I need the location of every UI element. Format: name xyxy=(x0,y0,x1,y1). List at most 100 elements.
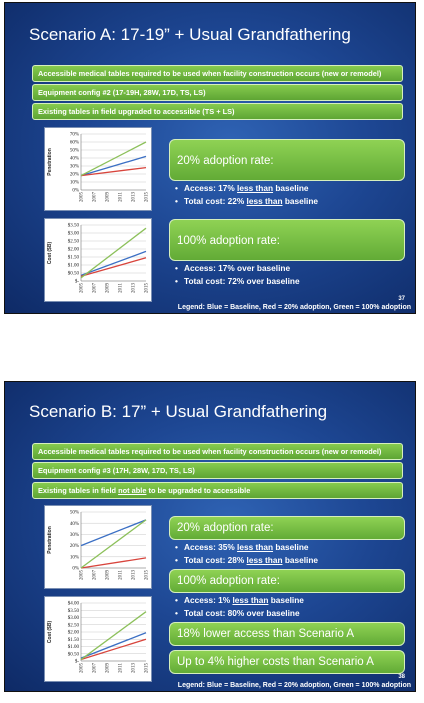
x-tick-label: 2005 xyxy=(80,570,85,581)
adoption-20-line xyxy=(80,638,147,661)
penetration-chart-svg: 0% 10% 20% 30% 40% 50% 60% 70% 2005 2007 2009 2011 2… xyxy=(47,133,150,203)
x-tick-label: 2009 xyxy=(106,283,111,294)
x-tick-label: 2011 xyxy=(119,663,124,673)
y-tick-label: $0.50 xyxy=(68,652,80,657)
x-tick-label: 2009 xyxy=(106,192,111,203)
y-tick-label: $0.50 xyxy=(68,272,80,277)
adoption-20-header: 20% adoption rate: xyxy=(169,516,405,540)
y-tick-label: 60% xyxy=(70,141,79,146)
y-tick-label: $2.50 xyxy=(68,240,80,245)
y-tick-label: $2.00 xyxy=(68,631,80,636)
cost-chart-svg: $- $0.50 $1.00 $1.50 $2.00 $2.50 $3.00 $3.50 200… xyxy=(47,224,150,294)
y-tick-label: $1.50 xyxy=(68,256,80,261)
y-tick-label: 30% xyxy=(70,533,79,538)
access-bullet: • Access: 1% less than baseline xyxy=(175,595,304,605)
x-tick-label: 2013 xyxy=(132,663,137,674)
slide-scenario-b: Scenario B: 17” + Usual Grandfathering A… xyxy=(4,381,416,692)
x-tick-label: 2013 xyxy=(132,570,137,581)
y-tick-label: $- xyxy=(75,280,80,285)
y-tick-label: $1.50 xyxy=(68,638,80,643)
adoption-100-header: 100% adoption rate: xyxy=(169,569,405,593)
y-tick-label: $2.50 xyxy=(68,623,80,628)
penetration-chart-svg: 0% 10% 20% 30% 40% 50% 2005 2007 2009 2011 2013 201… xyxy=(47,511,150,581)
adoption-20-bullets: • Access: 17% less than baseline • Total c… xyxy=(175,182,318,208)
x-tick-label: 2013 xyxy=(132,192,137,203)
equipment-config-bar: Equipment config #3 (17H, 28W, 17D, TS, … xyxy=(32,462,403,479)
y-tick-label: 0% xyxy=(72,567,79,572)
y-tick-label: $1.00 xyxy=(68,264,80,269)
baseline-line xyxy=(80,519,147,547)
y-tick-label: $3.00 xyxy=(68,232,80,237)
adoption-100-line xyxy=(80,227,147,279)
page-number: 38 xyxy=(398,674,405,680)
adoption-100-line xyxy=(80,141,147,177)
y-tick-label: 20% xyxy=(70,544,79,549)
y-tick-label: 50% xyxy=(70,149,79,154)
y-tick-label: $3.50 xyxy=(68,224,80,229)
y-axis-label: Cost ($B) xyxy=(47,621,53,644)
existing-tables-bar: Existing tables in field upgraded to acc… xyxy=(32,103,403,120)
penetration-chart: 0% 10% 20% 30% 40% 50% 2005 2007 2009 2011 2013 201… xyxy=(44,505,152,589)
access-bullet: • Access: 35% less than baseline xyxy=(175,542,309,552)
y-axis-label: Penetration xyxy=(47,526,53,554)
y-tick-label: $3.00 xyxy=(68,616,80,621)
cost-chart-svg: $- $0.50 $1.00 $1.50 $2.00 $2.50 $3.00 $3.50 $4.… xyxy=(47,602,150,674)
x-tick-label: 2007 xyxy=(93,570,98,581)
access-bullet: • Access: 17% over baseline xyxy=(175,263,291,273)
y-axis-label: Penetration xyxy=(47,148,53,176)
adoption-20-line xyxy=(80,166,147,177)
x-tick-label: 2011 xyxy=(119,192,124,202)
x-tick-label: 2015 xyxy=(145,283,150,294)
equipment-config-bar: Equipment config #2 (17-19H, 28W, 17D, T… xyxy=(32,84,403,101)
cost-bullet: • Total cost: 80% over baseline xyxy=(175,608,300,618)
page-number: 37 xyxy=(398,296,405,302)
x-tick-label: 2009 xyxy=(106,570,111,581)
adoption-100-line xyxy=(80,519,147,569)
adoption-100-line xyxy=(80,611,147,661)
cost-bullet: • Total cost: 28% less than baseline xyxy=(175,555,319,565)
y-tick-label: 40% xyxy=(70,157,79,162)
baseline-line xyxy=(80,155,147,177)
cost-chart: $- $0.50 $1.00 $1.50 $2.00 $2.50 $3.00 $3.50 200… xyxy=(44,218,152,302)
access-comparison-callout: 18% lower access than Scenario A xyxy=(169,622,405,646)
adoption-20-header: 20% adoption rate: xyxy=(169,139,405,181)
legend-text: Legend: Blue = Baseline, Red = 20% adopt… xyxy=(177,304,411,311)
y-tick-label: $3.50 xyxy=(68,609,80,614)
y-tick-label: 0% xyxy=(72,189,79,194)
x-tick-label: 2015 xyxy=(145,192,150,203)
y-tick-label: 10% xyxy=(70,555,79,560)
y-tick-label: 20% xyxy=(70,173,79,178)
x-tick-label: 2013 xyxy=(132,283,137,294)
adoption-100-bullets: • Access: 1% less than baseline • Total co… xyxy=(175,594,304,620)
y-tick-label: $1.00 xyxy=(68,645,80,650)
y-tick-label: $2.00 xyxy=(68,248,80,253)
adoption-100-bullets: • Access: 17% over baseline • Total cost: … xyxy=(175,262,300,288)
requirement-bar: Accessible medical tables required to be… xyxy=(32,443,403,460)
x-tick-label: 2005 xyxy=(80,283,85,294)
baseline-line xyxy=(80,632,147,659)
x-tick-label: 2007 xyxy=(93,283,98,294)
x-tick-label: 2005 xyxy=(80,663,85,674)
x-tick-label: 2005 xyxy=(80,192,85,203)
adoption-20-line xyxy=(80,257,147,277)
baseline-line xyxy=(80,250,147,277)
x-tick-label: 2015 xyxy=(145,663,150,674)
adoption-20-bullets: • Access: 35% less than baseline • Total c… xyxy=(175,541,318,567)
x-tick-label: 2009 xyxy=(106,663,111,674)
penetration-chart: 0% 10% 20% 30% 40% 50% 60% 70% 2005 2007 2009 2011 2… xyxy=(44,127,152,211)
access-bullet: • Access: 17% less than baseline xyxy=(175,183,309,193)
cost-chart: $- $0.50 $1.00 $1.50 $2.00 $2.50 $3.00 $3.50 $4.… xyxy=(44,596,152,682)
slide-title: Scenario A: 17-19” + Usual Grandfatherin… xyxy=(29,25,351,44)
x-tick-label: 2011 xyxy=(119,570,124,580)
cost-bullet: • Total cost: 72% over baseline xyxy=(175,276,300,286)
cost-bullet: • Total cost: 22% less than baseline xyxy=(175,196,319,206)
y-tick-label: 40% xyxy=(70,522,79,527)
existing-tables-bar: Existing tables in field not able to be … xyxy=(32,482,403,499)
y-tick-label: 10% xyxy=(70,181,79,186)
legend-text: Legend: Blue = Baseline, Red = 20% adopt… xyxy=(177,682,411,689)
adoption-100-header: 100% adoption rate: xyxy=(169,219,405,261)
requirement-bar: Accessible medical tables required to be… xyxy=(32,65,403,82)
y-axis-label: Cost ($B) xyxy=(47,242,53,265)
y-tick-label: $4.00 xyxy=(68,602,80,607)
x-tick-label: 2015 xyxy=(145,570,150,581)
